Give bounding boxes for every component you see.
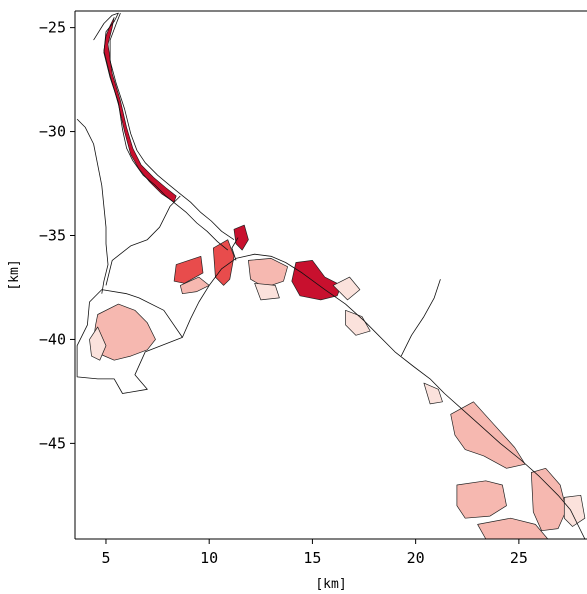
pier-east-outline: [400, 279, 441, 357]
y-ticks: −25 −30 −35 −40 −45: [39, 19, 75, 452]
coastline-outline: [182, 253, 586, 539]
y-tick-label: −45: [39, 434, 66, 452]
field-region-10: [332, 276, 361, 301]
field-region-3: [173, 255, 204, 284]
river-bank-right: [109, 12, 235, 241]
field-region-2: [89, 326, 107, 361]
field-region-4: [179, 276, 210, 295]
y-axis-label: [km]: [7, 259, 22, 290]
x-axis-label: [km]: [315, 577, 346, 592]
field-region-8: [254, 282, 280, 301]
field-region-16: [477, 517, 549, 539]
harbor-outline: [76, 289, 183, 394]
map-layer: [76, 12, 586, 539]
field-region-9: [291, 260, 342, 301]
field-region-13: [423, 382, 443, 405]
field-region-7: [248, 258, 288, 288]
field-region-17: [563, 494, 586, 527]
channel-mid-outline: [105, 195, 181, 286]
field-region-12: [450, 401, 526, 469]
y-tick-label: −40: [39, 330, 66, 348]
x-tick-label: 15: [303, 549, 321, 567]
pier-small-outline: [231, 237, 239, 261]
river-fill: [103, 17, 177, 203]
field-region-15: [456, 480, 507, 519]
field-region-6: [233, 224, 249, 251]
y-tick-label: −25: [39, 19, 66, 37]
x-ticks: 5 10 15 20 25: [101, 539, 528, 567]
field-region-11: [345, 309, 371, 336]
x-tick-label: 10: [200, 549, 218, 567]
channel-north-outline: [76, 118, 109, 294]
y-tick-label: −30: [39, 123, 66, 141]
x-tick-label: 20: [407, 549, 425, 567]
x-tick-label: 5: [101, 549, 110, 567]
y-tick-label: −35: [39, 227, 66, 245]
river-bank-left: [93, 12, 229, 251]
x-tick-label: 25: [510, 549, 528, 567]
plot-area: [76, 12, 586, 539]
field-region-14: [530, 467, 567, 532]
